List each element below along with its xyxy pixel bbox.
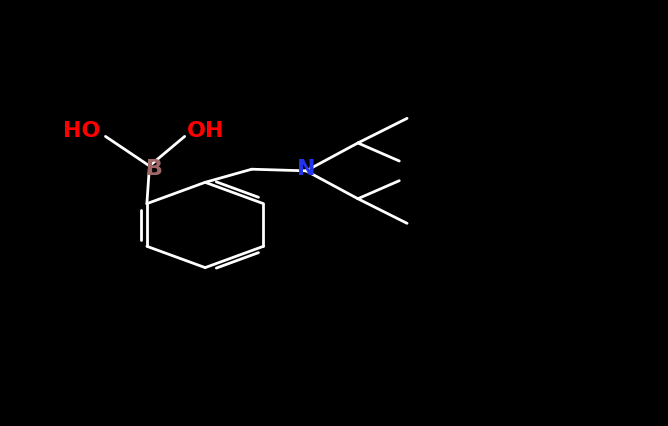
Text: N: N <box>297 159 315 179</box>
Text: HO: HO <box>63 121 100 141</box>
Text: B: B <box>146 159 163 179</box>
Text: OH: OH <box>187 121 224 141</box>
